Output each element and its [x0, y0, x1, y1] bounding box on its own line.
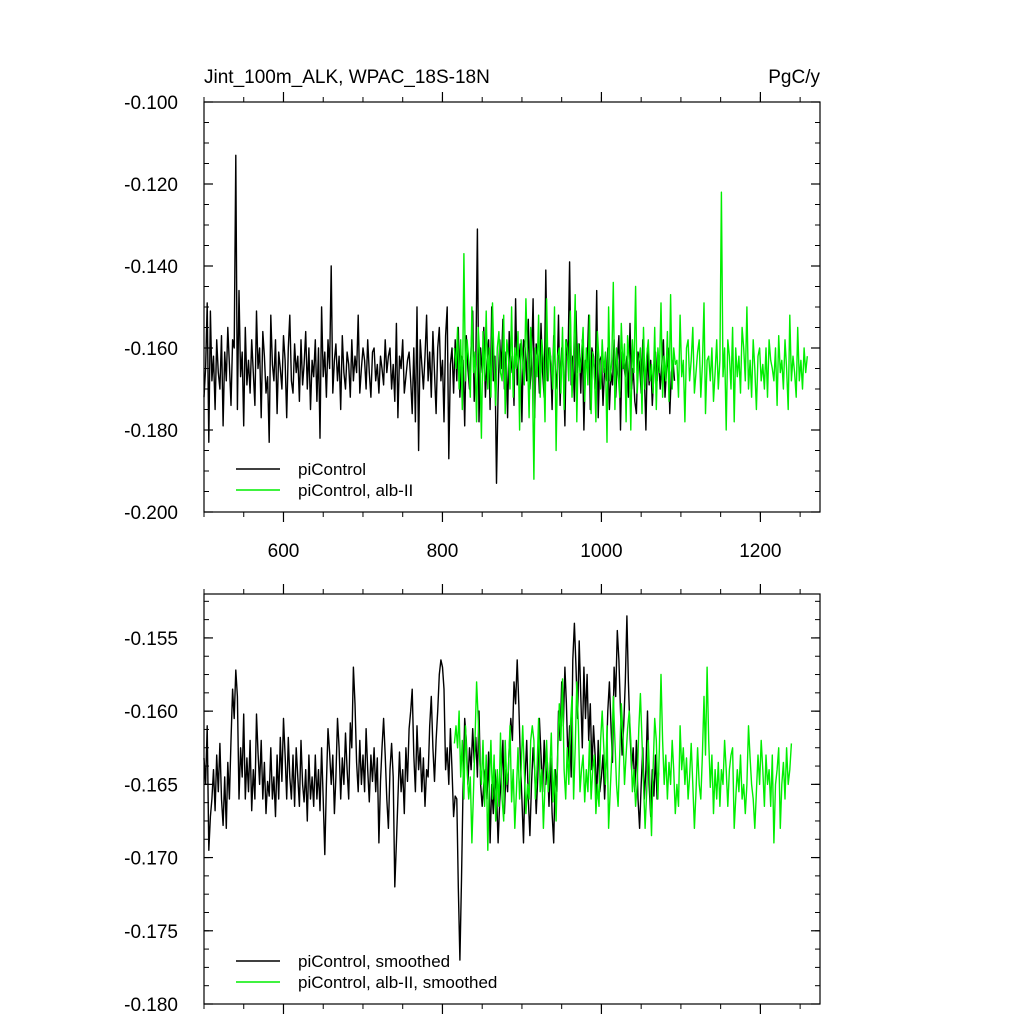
top-ytick-label: -0.100	[124, 93, 178, 114]
top-legend-label-2: piControl, alb-II	[298, 481, 413, 500]
top-series-layer	[203, 154, 808, 484]
top-panel: Jint_100m_ALK, WPAC_18S-18N PgC/y -0.100…	[124, 67, 821, 562]
bottom-ytick-label: -0.170	[124, 849, 178, 870]
bottom-series-line-2	[453, 666, 793, 851]
bottom-series-line-1	[203, 615, 660, 961]
bottom-panel: -0.155 -0.160 -0.165 -0.170 -0.175 -0.180 piC…	[124, 584, 821, 1016]
bottom-plot-frame	[203, 593, 821, 1005]
top-series-line-1	[203, 154, 676, 484]
top-series-line-2	[453, 191, 808, 480]
bottom-legend: piControl, smoothed piControl, alb-II, s…	[236, 952, 497, 992]
top-xtick-label: 600	[268, 541, 300, 562]
bottom-legend-label-1: piControl, smoothed	[298, 952, 450, 971]
bottom-series-layer	[203, 615, 793, 961]
top-xtick-label: 1200	[739, 541, 781, 562]
top-ytick-label: -0.140	[124, 257, 178, 278]
top-ytick-label: -0.120	[124, 175, 178, 196]
top-ytick-label: -0.160	[124, 339, 178, 360]
top-chart-title: Jint_100m_ALK, WPAC_18S-18N	[204, 67, 490, 88]
top-ytick-label: -0.180	[124, 421, 178, 442]
bottom-ytick-label: -0.180	[124, 995, 178, 1016]
bottom-legend-label-2: piControl, alb-II, smoothed	[298, 973, 497, 992]
top-xtick-label: 1000	[580, 541, 622, 562]
top-legend: piControl piControl, alb-II	[236, 460, 413, 500]
top-ytick-label: -0.200	[124, 503, 178, 524]
top-legend-label-1: piControl	[298, 460, 366, 479]
bottom-ytick-label: -0.175	[124, 922, 178, 943]
top-xtick-label: 800	[427, 541, 459, 562]
top-axes: -0.100 -0.120 -0.140 -0.160 -0.180 -0.200 600 8…	[124, 92, 820, 562]
bottom-ytick-label: -0.160	[124, 702, 178, 723]
bottom-axes: -0.155 -0.160 -0.165 -0.170 -0.175 -0.180	[124, 584, 820, 1016]
bottom-ytick-label: -0.165	[124, 775, 178, 796]
top-chart-units: PgC/y	[768, 67, 820, 88]
bottom-ytick-label: -0.155	[124, 629, 178, 650]
